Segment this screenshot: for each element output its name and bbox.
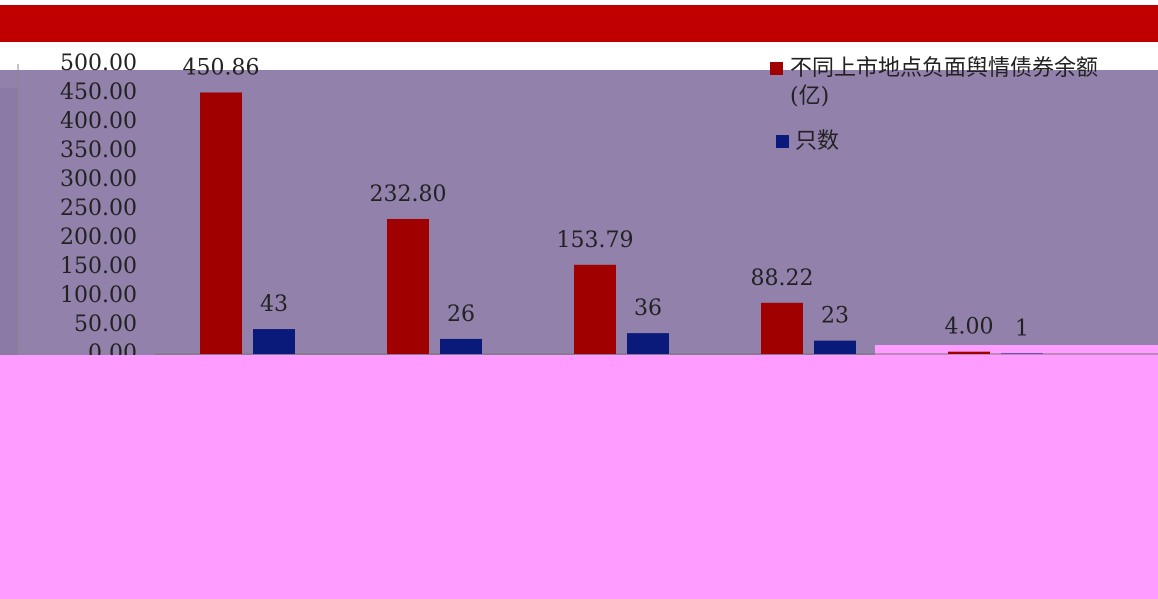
y-tick-label: 400.00 — [60, 109, 137, 134]
bar — [253, 329, 295, 354]
y-tick-label: 500.00 — [60, 51, 137, 76]
y-tick-label: 250.00 — [60, 196, 137, 221]
bar — [1001, 353, 1043, 354]
y-tick-label: 350.00 — [60, 138, 137, 163]
y-tick-label: 50.00 — [74, 312, 137, 337]
legend-label: 不同上市地点负面舆情债券余额(亿) — [790, 56, 1099, 109]
y-tick-label: 450.00 — [60, 80, 137, 105]
legend-label: 只数 — [795, 129, 840, 154]
overlay-pink — [0, 355, 1158, 599]
y-tick-label: 300.00 — [60, 167, 137, 192]
legend-swatch — [770, 62, 783, 75]
y-tick-label: 150.00 — [60, 254, 137, 279]
y-tick-label: 200.00 — [60, 225, 137, 250]
data-label: 1 — [1015, 316, 1029, 341]
data-label: 232.80 — [370, 182, 447, 207]
data-label: 23 — [821, 304, 849, 329]
overlay-edge — [0, 88, 18, 355]
bar — [948, 351, 990, 354]
data-label: 26 — [447, 302, 475, 327]
y-tick-label: 100.00 — [60, 283, 137, 308]
data-label: 88.22 — [751, 266, 814, 291]
legend-swatch — [776, 135, 789, 148]
bar — [387, 218, 429, 354]
bar — [814, 340, 856, 354]
data-label: 43 — [260, 292, 288, 317]
data-label: 4.00 — [945, 315, 994, 340]
data-label: 153.79 — [557, 228, 634, 253]
bar — [200, 92, 242, 355]
bar — [440, 338, 482, 354]
data-label: 36 — [634, 296, 662, 321]
top-band — [0, 5, 1158, 42]
data-label: 450.86 — [183, 56, 260, 81]
bar — [574, 264, 616, 354]
bar — [761, 302, 803, 354]
bar — [627, 333, 669, 354]
